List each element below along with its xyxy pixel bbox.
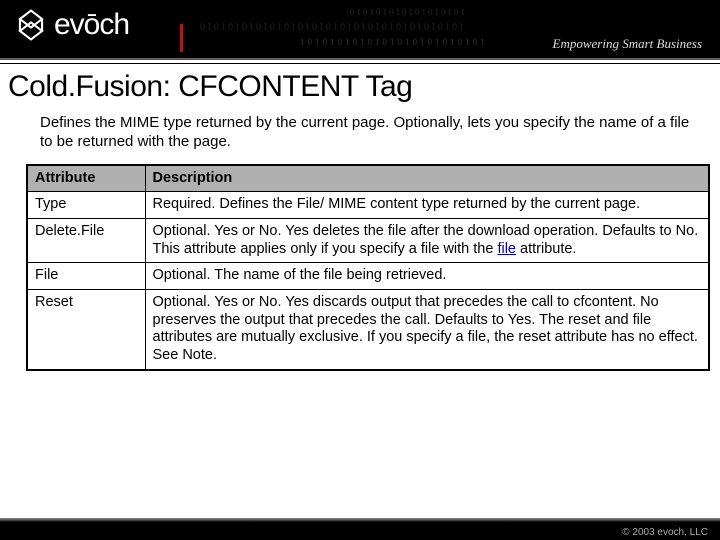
brand-logo: evōch (14, 8, 129, 42)
table-row: File Optional. The name of the file bein… (27, 263, 709, 290)
tagline: Empowering Smart Business (553, 36, 703, 52)
col-header-attribute: Attribute (27, 165, 145, 192)
brand-name: evōch (54, 8, 129, 42)
table-row: Reset Optional. Yes or No. Yes discards … (27, 289, 709, 369)
slide-footer: © 2003 evoch, LLC (0, 522, 720, 540)
page-title: Cold.Fusion: CFCONTENT Tag (8, 70, 708, 104)
attr-cell: File (27, 263, 145, 290)
table-row: Type Required. Defines the File/ MIME co… (27, 192, 709, 219)
table-header-row: Attribute Description (27, 165, 709, 192)
desc-cell: Optional. Yes or No. Yes discards output… (145, 289, 709, 369)
header-divider (0, 58, 720, 60)
attr-cell: Type (27, 192, 145, 219)
slide-header: evōch Empowering Smart Business (0, 0, 720, 58)
copyright: © 2003 evoch, LLC (622, 527, 708, 538)
attr-cell: Reset (27, 289, 145, 369)
col-header-description: Description (145, 165, 709, 192)
file-attribute-link[interactable]: file (497, 241, 516, 257)
desc-cell: Optional. Yes or No. Yes deletes the fil… (145, 218, 709, 262)
intro-text: Defines the MIME type returned by the cu… (40, 114, 698, 152)
header-accent-bar (180, 24, 183, 52)
slide-content: Cold.Fusion: CFCONTENT Tag Defines the M… (0, 64, 720, 371)
table-row: Delete.File Optional. Yes or No. Yes del… (27, 218, 709, 262)
attributes-table: Attribute Description Type Required. Def… (26, 164, 710, 371)
attr-cell: Delete.File (27, 218, 145, 262)
desc-cell: Optional. The name of the file being ret… (145, 263, 709, 290)
evoch-logo-icon (14, 8, 48, 42)
desc-cell: Required. Defines the File/ MIME content… (145, 192, 709, 219)
